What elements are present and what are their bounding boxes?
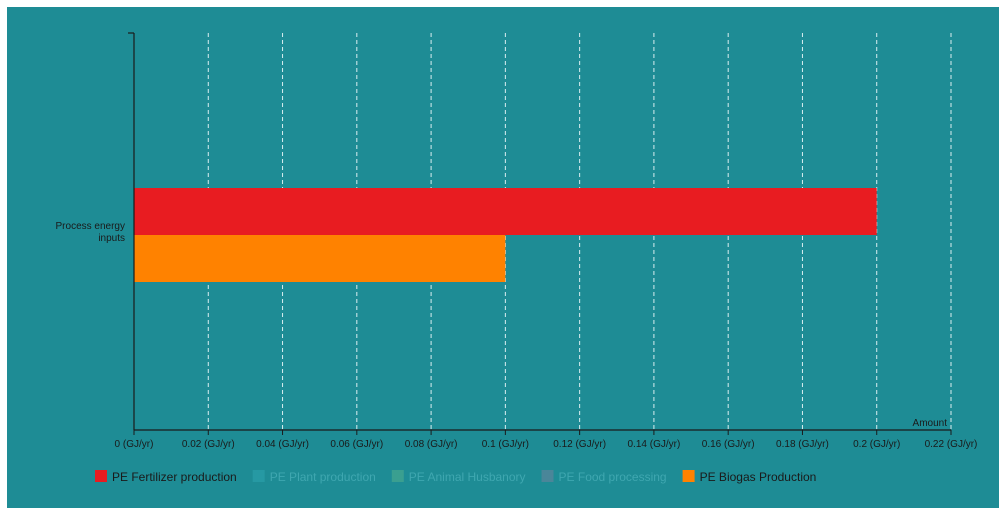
- legend-item-pe-food-processing[interactable]: PE Food processing: [541, 470, 667, 484]
- x-tick-label: 0.1 (GJ/yr): [482, 439, 529, 450]
- x-axis-title: Amount: [913, 418, 948, 429]
- axes: 0 (GJ/yr) 0.02 (GJ/yr) 0.04 (GJ/yr) 0.06 (G…: [56, 32, 978, 450]
- x-tick-label: 0.08 (GJ/yr): [405, 439, 458, 450]
- bar-pe-fertilizer-production[interactable]: [134, 188, 877, 235]
- x-tick-label: 0.02 (GJ/yr): [182, 439, 235, 450]
- legend-swatch: [541, 470, 554, 482]
- legend-label: PE Food processing: [559, 470, 667, 484]
- legend-label: PE Fertilizer production: [112, 470, 237, 484]
- legend-item-pe-fertilizer-production[interactable]: PE Fertilizer production: [95, 470, 237, 484]
- legend-swatch: [95, 470, 107, 482]
- x-tick-label: 0.14 (GJ/yr): [628, 439, 681, 450]
- legend-label: PE Biogas Production: [700, 470, 817, 484]
- x-tick-label: 0.22 (GJ/yr): [925, 439, 978, 450]
- x-tick-label: 0.18 (GJ/yr): [776, 439, 829, 450]
- bars: [134, 188, 877, 282]
- legend-swatch: [252, 470, 265, 482]
- legend-item-pe-plant-production[interactable]: PE Plant production: [252, 470, 376, 484]
- legend-item-pe-biogas-production[interactable]: PE Biogas Production: [682, 470, 817, 484]
- legend-label: PE Animal Husbanory: [409, 470, 526, 484]
- x-tick-label: 0.16 (GJ/yr): [702, 439, 755, 450]
- legend-item-pe-animal-husbanory[interactable]: PE Animal Husbanory: [391, 470, 526, 484]
- x-tick-label: 0 (GJ/yr): [115, 439, 154, 450]
- legend-swatch: [391, 470, 404, 482]
- category-label: Process energy inputs: [56, 221, 125, 244]
- x-tick-label: 0.12 (GJ/yr): [553, 439, 606, 450]
- legend: PE Fertilizer production PE Plant product…: [95, 470, 816, 484]
- legend-label: PE Plant production: [270, 470, 376, 484]
- x-tick-label: 0.06 (GJ/yr): [330, 439, 383, 450]
- bar-pe-biogas-production[interactable]: [134, 235, 506, 282]
- x-tick-label: 0.2 (GJ/yr): [853, 439, 900, 450]
- legend-swatch: [682, 470, 695, 482]
- x-tick-label: 0.04 (GJ/yr): [256, 439, 309, 450]
